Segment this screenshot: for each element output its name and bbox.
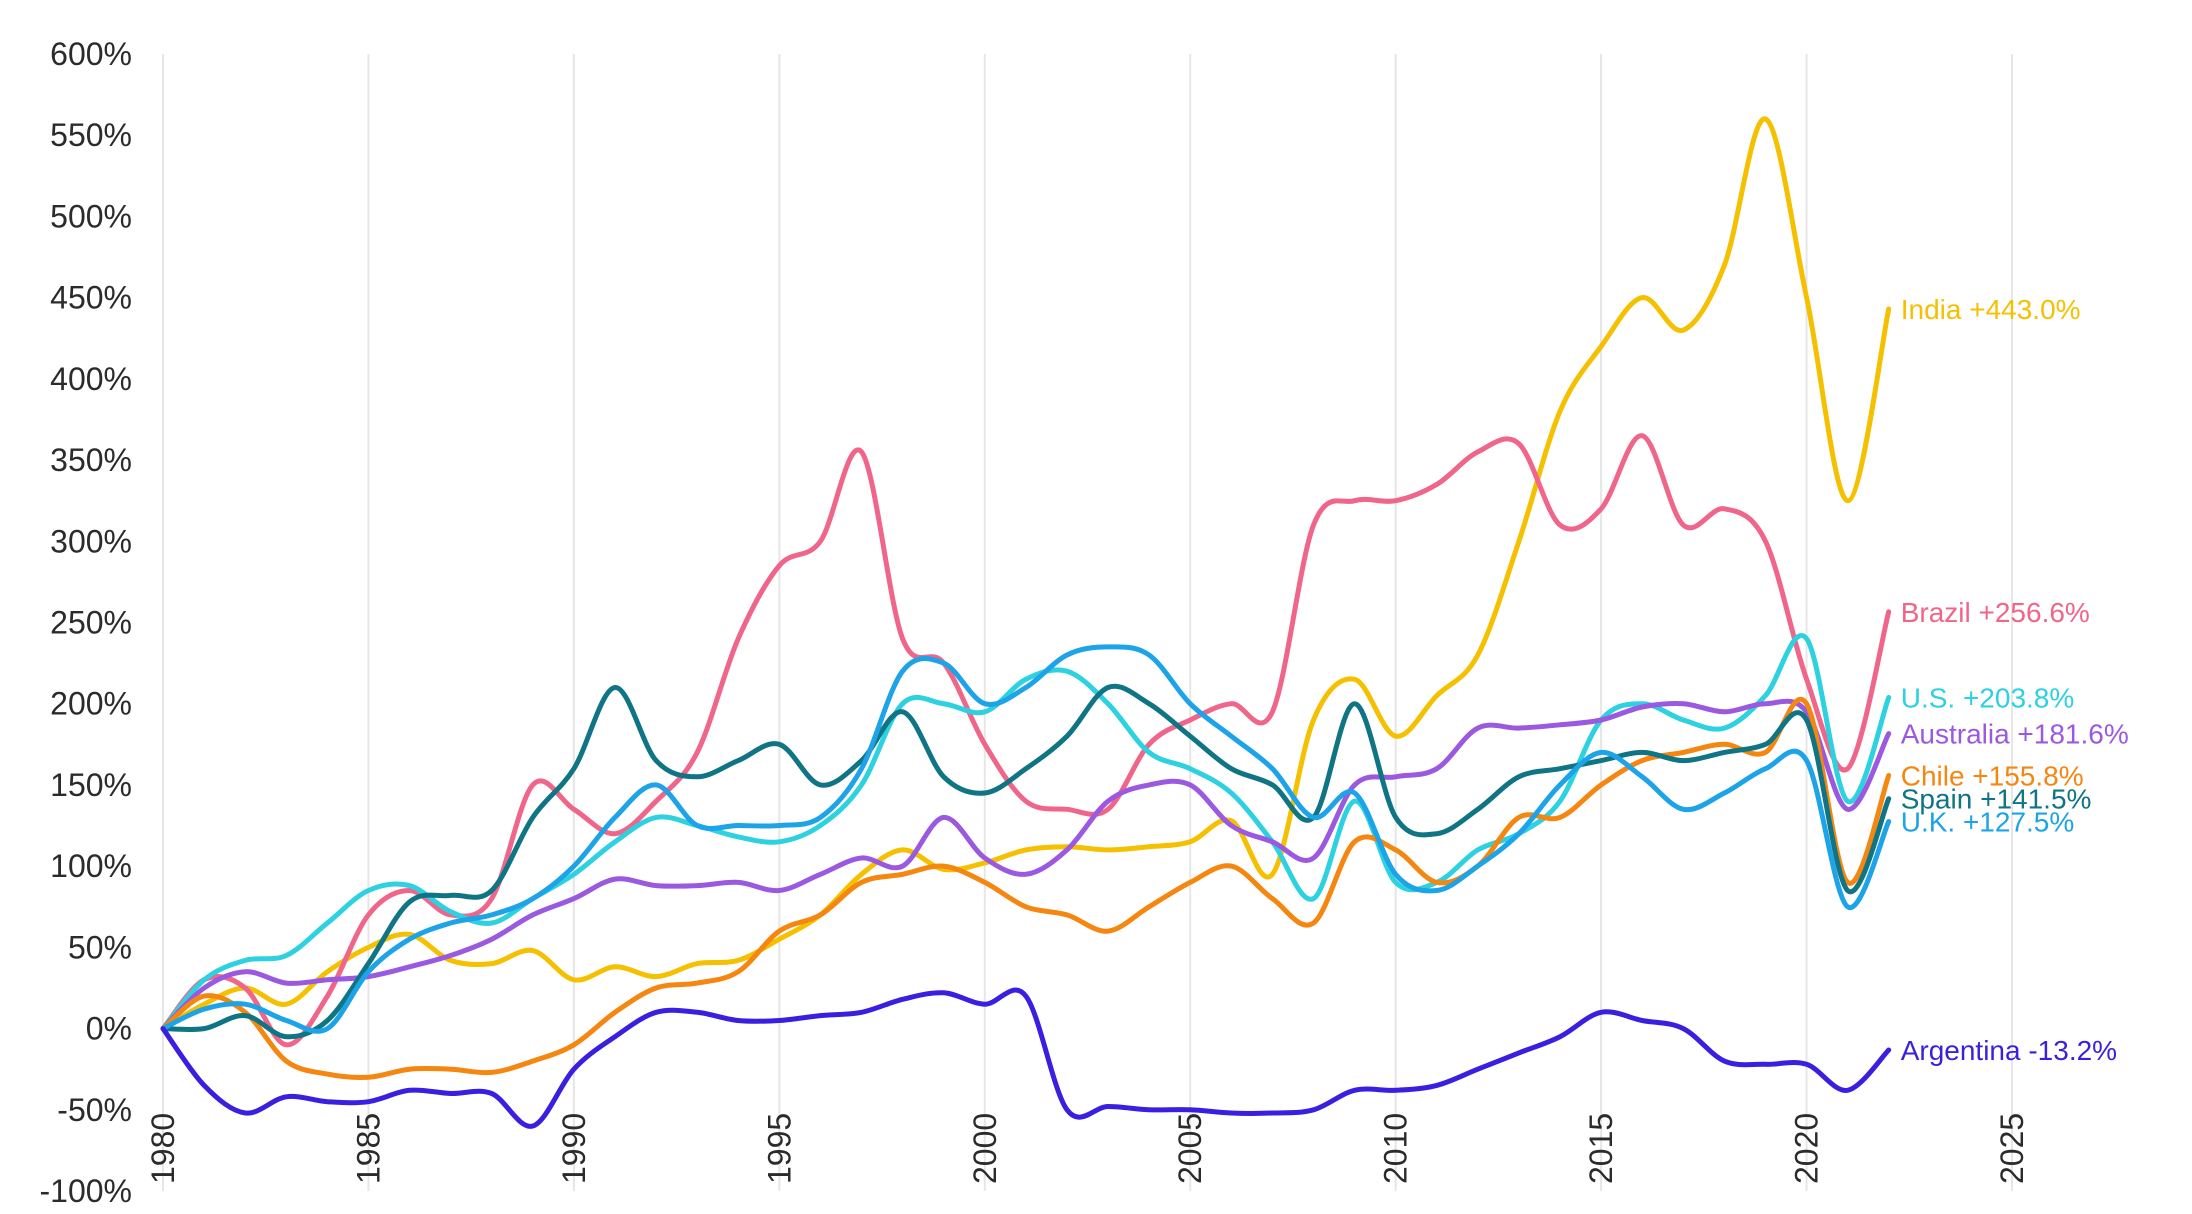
y-tick-label: -100% (40, 1173, 133, 1209)
series-end-label-india: India +443.0% (1901, 294, 2081, 325)
x-tick-label: 1995 (761, 1113, 797, 1184)
x-tick-label: 2000 (967, 1113, 1003, 1184)
series-end-label-argentina: Argentina -13.2% (1901, 1035, 2117, 1066)
series-end-label-spain: Spain +141.5% (1901, 784, 2092, 815)
series-line-spain (160, 683, 1892, 1040)
x-tick-label: 2020 (1789, 1113, 1825, 1184)
y-tick-label: 350% (50, 442, 132, 478)
y-tick-label: 250% (50, 605, 132, 641)
grid-lines (162, 54, 2013, 1191)
y-tick-label: 0% (86, 1011, 132, 1047)
y-tick-label: 400% (50, 361, 132, 397)
series-line-brazil (160, 433, 1892, 1048)
y-tick-label: 450% (50, 280, 132, 316)
series-end-label-brazil: Brazil +256.6% (1901, 597, 2090, 628)
series-line-u-s (160, 633, 1892, 1032)
series-end-label-u-s: U.S. +203.8% (1901, 683, 2075, 714)
x-tick-label: 2010 (1378, 1113, 1414, 1184)
series-lines (160, 116, 1892, 1129)
y-tick-label: 100% (50, 848, 132, 884)
y-tick-label: 600% (50, 36, 132, 72)
series-line-india (160, 116, 1892, 1032)
x-tick-label: 2015 (1583, 1113, 1619, 1184)
y-tick-label: -50% (57, 1092, 132, 1128)
y-tick-label: 200% (50, 686, 132, 722)
y-axis-ticks: 600% 550% 500% 450% 400% 350% 300% 250% 200% 150%… (40, 36, 133, 1209)
x-tick-label: 1985 (350, 1113, 386, 1184)
y-tick-label: 150% (50, 767, 132, 803)
x-axis-ticks: 1980 1985 1990 1995 2000 2005 2010 2015 2020 2025 (145, 1113, 2030, 1184)
x-tick-label: 1990 (556, 1113, 592, 1184)
series-end-label-u-k: U.K. +127.5% (1901, 806, 2075, 837)
y-tick-label: 300% (50, 523, 132, 559)
series-end-label-australia: Australia +181.6% (1901, 719, 2129, 750)
series-end-label-chile: Chile +155.8% (1901, 761, 2084, 792)
series-end-labels: India +443.0% Brazil +256.6% U.S. +203.8% A… (1901, 294, 2129, 1066)
series-line-chile (160, 697, 1892, 1081)
series-line-u-k (160, 644, 1892, 1034)
y-tick-label: 550% (50, 117, 132, 153)
series-line-australia (160, 698, 1892, 1032)
y-tick-label: 50% (68, 929, 132, 965)
y-tick-label: 500% (50, 198, 132, 234)
series-line-argentina (160, 987, 1892, 1129)
x-tick-label: 2025 (1994, 1113, 2030, 1184)
x-tick-label: 1980 (145, 1113, 181, 1184)
x-tick-label: 2005 (1172, 1113, 1208, 1184)
